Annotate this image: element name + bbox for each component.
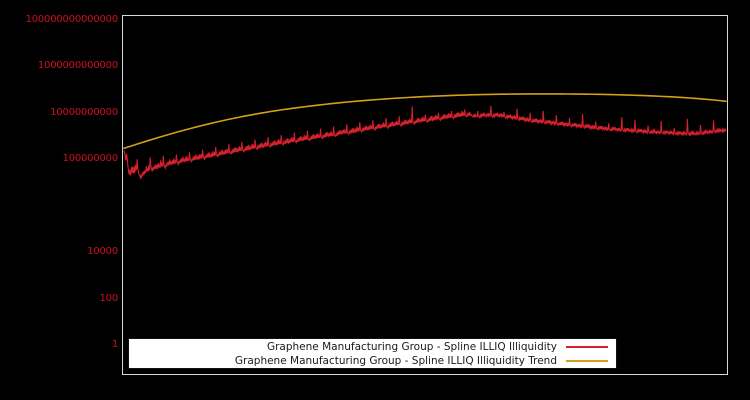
plot-area [122, 15, 728, 375]
series-line-trend [123, 93, 727, 150]
series-line-illiquidity [123, 105, 727, 180]
legend-label-illiquidity: Graphene Manufacturing Group - Spline IL… [266, 340, 557, 353]
legend: Graphene Manufacturing Group - Spline IL… [128, 338, 617, 369]
y-axis-tick-label: 1000000000000 [37, 60, 118, 72]
legend-entry-trend: Graphene Manufacturing Group - Spline IL… [129, 354, 610, 368]
y-axis-tick-label: 100000000 [62, 153, 119, 165]
legend-swatch-trend [566, 359, 608, 362]
legend-swatch-illiquidity [566, 345, 608, 348]
legend-label-trend: Graphene Manufacturing Group - Spline IL… [234, 354, 557, 367]
y-axis-tick-label: 10000000000 [50, 106, 118, 118]
y-axis-tick-label: 100000000000000 [25, 14, 119, 25]
legend-entry-illiquidity: Graphene Manufacturing Group - Spline IL… [129, 340, 610, 354]
series-canvas [123, 93, 727, 180]
y-axis-tick-label: 1 [111, 339, 118, 350]
plot-clip [123, 16, 727, 374]
y-axis-tick-label: 10000 [87, 246, 118, 258]
y-axis: 100000000000000 1000000000000 10000000000 1… [0, 0, 119, 400]
y-axis-tick-label: 100 [99, 292, 119, 304]
